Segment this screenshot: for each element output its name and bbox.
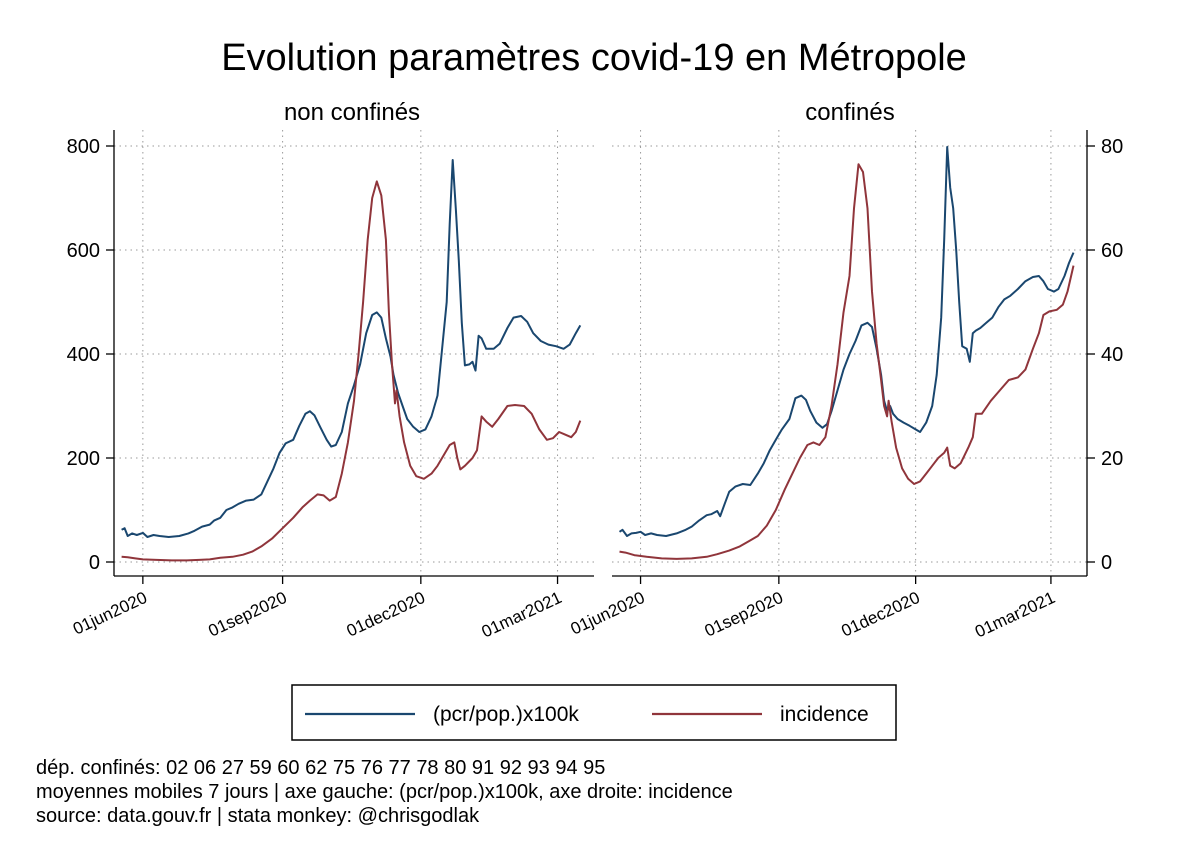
x-tick-label: 01dec2020: [344, 588, 428, 641]
series-incidence: [619, 163, 1075, 560]
y-tick-label-left: 400: [67, 344, 100, 366]
legend-label-pcr: (pcr/pop.)x100k: [433, 703, 579, 726]
note-moyennes: moyennes mobiles 7 jours | axe gauche: (…: [36, 781, 733, 803]
series-pcr: [618, 146, 1075, 537]
panel-confines: confinés 01jun2020 01sep2020 01dec2020 01mar…: [568, 99, 1124, 641]
chart-title: Evolution paramètres covid-19 en Métropo…: [221, 37, 967, 79]
y-tick-label-right: 80: [1101, 136, 1123, 158]
y-tick-label-right: 20: [1101, 448, 1123, 470]
series-incidence: [121, 180, 582, 562]
y-tick-label-left: 600: [67, 240, 100, 262]
note-departements: dép. confinés: 02 06 27 59 60 62 75 76 7…: [36, 757, 606, 779]
x-tick-label: 01sep2020: [702, 588, 786, 641]
y-tick-label-left: 200: [67, 448, 100, 470]
x-tick-label: 01jun2020: [568, 588, 648, 639]
x-tick-label: 01dec2020: [838, 588, 922, 641]
x-tick-label: 01mar2021: [479, 588, 565, 642]
panel-title: non confinés: [284, 99, 420, 126]
y-tick-label-left: 0: [89, 552, 100, 574]
legend: (pcr/pop.)x100k incidence: [291, 684, 897, 741]
y-tick-label-right: 60: [1101, 240, 1123, 262]
x-tick-label: 01sep2020: [205, 588, 289, 641]
y-tick-label-right: 40: [1101, 344, 1123, 366]
legend-box: [291, 684, 897, 741]
y-tick-label-left: 800: [67, 136, 100, 158]
panel-title: confinés: [805, 99, 894, 126]
series-pcr: [121, 159, 582, 538]
y-tick-label-right: 0: [1101, 552, 1112, 574]
x-tick-label: 01mar2021: [972, 588, 1058, 642]
legend-label-incidence: incidence: [780, 703, 869, 726]
panel-non-confines: non confinés 01jun2020 01sep2020 01dec2020 0…: [67, 99, 594, 641]
footnotes: dép. confinés: 02 06 27 59 60 62 75 76 7…: [36, 756, 733, 828]
x-tick-label: 01jun2020: [70, 588, 150, 639]
note-source: source: data.gouv.fr | stata monkey: @ch…: [36, 805, 480, 827]
